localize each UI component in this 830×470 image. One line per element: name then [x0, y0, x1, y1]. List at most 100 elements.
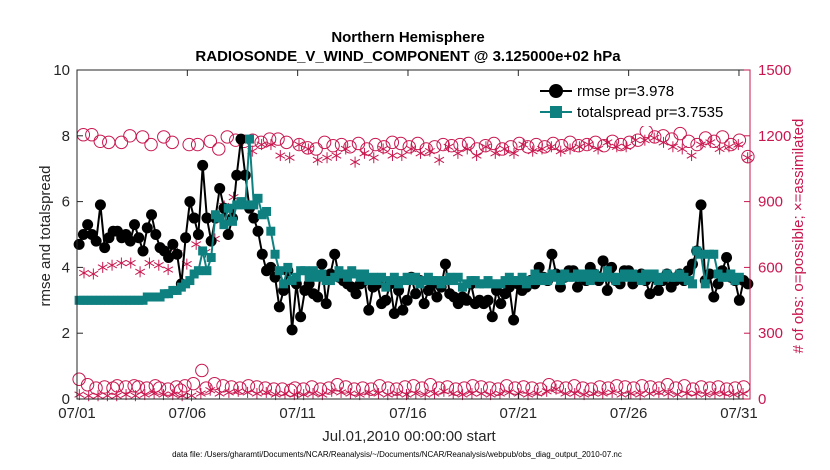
obs-assimilated-point: [452, 147, 463, 159]
totalspread-point: [198, 246, 208, 256]
asterisk-stroke: [153, 262, 164, 269]
rmse-point: [222, 229, 234, 240]
asterisk-stroke: [378, 145, 389, 153]
obs-possible-point: [207, 376, 222, 391]
y-right-tick-label: 1200: [758, 128, 791, 145]
y-right-tick-label: 900: [758, 194, 783, 211]
obs-assimilated-point: [191, 238, 202, 250]
asterisk-stroke: [607, 389, 618, 396]
y-left-tick-label: 2: [62, 325, 70, 342]
obs-possible-point: [394, 136, 408, 151]
obs-assimilated-point: [242, 386, 253, 398]
obs-assimilated-point: [574, 141, 585, 153]
asterisk-stroke: [368, 154, 379, 161]
series-totalspread: [74, 134, 744, 305]
asterisk-stroke: [649, 134, 660, 142]
legend-rmse-marker: [549, 84, 563, 98]
rmse-point: [482, 294, 494, 306]
obs-possible-point: [326, 138, 340, 153]
rmse-point: [141, 222, 153, 234]
obs-possible-point: [436, 137, 450, 152]
obs-possible-point: [419, 142, 433, 156]
rmse-point: [129, 219, 141, 231]
obs-possible-point: [698, 131, 713, 145]
rmse-point: [733, 294, 745, 306]
obs-possible-point: [542, 378, 556, 392]
rmse-point: [329, 248, 341, 260]
asterisk-stroke: [705, 139, 716, 146]
asterisk-stroke: [611, 143, 622, 150]
totalspread-point: [517, 272, 527, 282]
rmse-point: [644, 288, 656, 300]
obs-possible-point: [427, 140, 442, 154]
rmse-point: [295, 311, 307, 323]
totalspread-point: [602, 266, 612, 276]
asterisk-stroke: [284, 154, 295, 161]
asterisk-stroke: [121, 391, 132, 398]
obs-assimilated-point: [508, 147, 519, 159]
obs-assimilated-point: [504, 386, 515, 398]
obs-assimilated-point: [88, 268, 99, 280]
obs-assimilated-point: [153, 259, 164, 271]
obs-assimilated-point: [569, 388, 580, 400]
obs-possible-point: [614, 137, 628, 152]
rmse-point: [363, 304, 375, 316]
obs-assimilated-point: [163, 264, 174, 276]
series-rmse: [73, 133, 754, 336]
obs-possible-point: [389, 382, 404, 396]
obs-possible-point: [715, 130, 730, 144]
obs-assimilated-point: [312, 154, 323, 166]
x-tick-label: 07/01: [58, 405, 96, 422]
rmse-point: [205, 235, 217, 247]
rmse-point: [316, 258, 328, 270]
obs-assimilated-point: [308, 388, 319, 400]
obs-possible-point: [152, 381, 167, 395]
obs-assimilated-point: [462, 143, 473, 155]
y-right-tick-label: 300: [758, 325, 783, 342]
obs-assimilated-point: [597, 388, 608, 400]
obs-possible-point: [339, 380, 353, 394]
obs-possible-point: [309, 142, 323, 156]
rmse-point: [171, 248, 183, 260]
obs-possible-point: [618, 380, 632, 394]
obs-assimilated-point: [107, 259, 118, 271]
rmse-point: [508, 314, 520, 326]
obs-possible-point: [186, 376, 201, 391]
obs-possible-point: [516, 380, 531, 394]
rmse-point: [124, 235, 136, 247]
obs-assimilated-point: [499, 143, 510, 155]
totalspread-point: [270, 249, 280, 259]
totalspread-point: [202, 266, 212, 276]
asterisk-stroke: [438, 388, 449, 395]
obs-possible-point: [258, 381, 273, 395]
rmse-point: [273, 301, 285, 313]
legend-box: [533, 76, 749, 126]
obs-assimilated-point: [555, 145, 566, 157]
obs-assimilated-point: [265, 139, 276, 151]
chart-title-line1: Northern Hemisphere: [331, 29, 484, 46]
asterisk-stroke: [350, 158, 361, 166]
rmse-point: [235, 133, 247, 145]
obs-possible-point: [199, 381, 213, 395]
totalspread-point: [696, 249, 706, 259]
asterisk-stroke: [177, 392, 188, 399]
asterisk-stroke: [144, 259, 155, 267]
asterisk-stroke: [331, 152, 342, 159]
asterisk-stroke: [406, 145, 417, 153]
totalspread-point: [245, 134, 255, 144]
asterisk-stroke: [476, 390, 487, 397]
y-left-tick-label: 6: [62, 194, 70, 211]
obs-assimilated-point: [579, 389, 590, 401]
obs-assimilated-point: [644, 388, 655, 400]
rmse-point: [286, 324, 298, 336]
obs-assimilated-point: [322, 152, 333, 164]
obs-possible-point: [169, 380, 184, 394]
obs-assimilated-point: [420, 389, 431, 401]
rmse-point: [401, 294, 413, 306]
rmse-point: [312, 291, 324, 303]
asterisk-stroke: [373, 390, 384, 397]
totalspread-point: [223, 203, 233, 213]
obs-possible-point: [626, 381, 641, 395]
rmse-point: [571, 281, 583, 293]
rmse-point: [742, 278, 754, 290]
